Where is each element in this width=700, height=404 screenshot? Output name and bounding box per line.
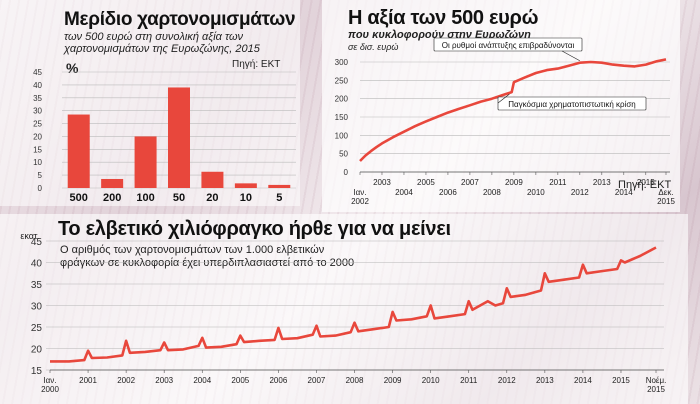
franc-y-tick-label: 15 (31, 366, 43, 377)
bar-y-tick-label: 45 (33, 68, 42, 77)
euro-annotation-box (497, 96, 647, 111)
bar-chart-plot: 0 5 10 15 20 25 30 35 40 45 500 200 100 50 20 10 5 (33, 68, 296, 204)
bar-y-tick-label: 15 (33, 145, 42, 154)
euro-x-tick-label: 2004 (395, 188, 413, 197)
bar-200 (101, 178, 124, 188)
franc-x-tick-label: 2006 (269, 376, 287, 385)
bar-category-label: 20 (206, 192, 218, 204)
euro-y-tick-label: 300 (335, 58, 349, 67)
franc-chart-plot: εκατ. 15 20 25 30 35 40 45 Ιαν.2000 2001 2002 2003 2… (20, 231, 667, 394)
euro-y-tick-label: 150 (335, 113, 349, 122)
franc-y-tick-label: 30 (31, 302, 43, 313)
euro-value-line (359, 58, 667, 162)
euro-x-tick-label: 2006 (439, 188, 457, 197)
bar-chart-source: Πηγή: ΕΚΤ (232, 59, 281, 70)
euro-x-tick-label: 2013 (593, 178, 611, 187)
euro-annotation-crisis: Παγκόσμια χρηματοπιστωτική κρίση (508, 100, 635, 109)
franc-y-tick-label: 25 (31, 323, 43, 334)
franc-y-tick-label: 45 (31, 237, 43, 248)
euro-chart-title: Η αξία των 500 ευρώ (348, 7, 539, 29)
bar-category-label: 10 (240, 192, 252, 204)
franc-x-tick-label: 2015 (647, 385, 665, 394)
bar-y-tick-label: 20 (33, 132, 42, 141)
franc-x-tick-label: 2015 (612, 376, 630, 385)
bar-5 (268, 184, 291, 188)
bar-y-tick-label: 25 (33, 120, 42, 129)
bar-100 (134, 136, 157, 188)
euro-annotation-box (433, 37, 583, 52)
euro-x-tick-label: 2007 (461, 178, 479, 187)
euro-annotation-slowdown: Οι ρυθμοί ανάπτυξης επιβραδύνονται (442, 41, 575, 50)
franc-x-tick-label: Ιαν. (43, 376, 56, 385)
euro-x-tick-label: 2010 (527, 188, 545, 197)
bar-y-tick-label: 30 (33, 107, 42, 116)
euro-y-tick-label: 100 (335, 131, 349, 140)
franc-x-tick-label: 2000 (41, 385, 59, 394)
bar-500 (67, 114, 90, 188)
euro-line-chart-panel: Η αξία των 500 ευρώ που κυκλοφορούν στην… (322, 0, 680, 212)
franc-x-tick-label: 2005 (231, 376, 249, 385)
franc-x-tick-label: 2007 (308, 376, 326, 385)
franc-y-tick-label: 35 (31, 280, 43, 291)
bar-chart-subtitle: των 500 ευρώ στη συνολική αξία των χαρτο… (64, 31, 260, 55)
bar-category-label: 500 (70, 192, 88, 204)
franc-y-tick-label: 40 (31, 259, 43, 270)
franc-x-tick-label: 2010 (422, 376, 440, 385)
franc-x-tick-label: 2009 (384, 376, 402, 385)
euro-x-tick-label: 2015 (657, 197, 675, 206)
euro-x-tick-label: 2002 (351, 197, 369, 206)
euro-x-tick-label: Ιαν. (353, 188, 366, 197)
euro-annotation-pointer (561, 50, 580, 61)
franc-x-tick-label: Νοέμ. (646, 376, 667, 385)
euro-y-tick-label: 0 (344, 168, 349, 177)
franc-x-tick-label: 2012 (498, 376, 516, 385)
bar-y-tick-label: 5 (38, 171, 43, 180)
euro-y-tick-label: 200 (335, 95, 349, 104)
franc-x-tick-label: 2002 (117, 376, 135, 385)
bar-y-tick-label: 35 (33, 94, 42, 103)
franc-value-line (50, 246, 657, 363)
franc-y-unit: εκατ. (20, 231, 40, 241)
bar-chart-title: Μερίδιο χαρτονομισμάτων (64, 9, 296, 30)
euro-x-tick-label: 2014 (615, 188, 633, 197)
euro-x-tick-label: 2003 (373, 178, 391, 187)
euro-chart-plot: 0 50 100 150 200 250 300 Ιαν.2002 2003 2004 2005 20… (335, 37, 675, 206)
euro-x-tick-label: 2008 (483, 188, 501, 197)
franc-x-tick-label: 2001 (79, 376, 97, 385)
franc-line-chart-panel: Το ελβετικό χιλιόφραγκο ήρθε για να μείν… (0, 214, 688, 404)
bar-50 (168, 87, 190, 188)
euro-x-tick-label: 2011 (549, 178, 567, 187)
bar-category-label: 5 (276, 192, 282, 204)
bar-y-tick-label: 40 (33, 81, 42, 90)
euro-x-tick-label: 2005 (417, 178, 435, 187)
franc-x-tick-label: 2011 (460, 376, 478, 385)
bar-y-tick-label: 10 (33, 158, 42, 167)
franc-x-tick-label: 2004 (193, 376, 211, 385)
franc-x-tick-label: 2013 (536, 376, 554, 385)
euro-chart-unit: σε δισ. ευρώ (348, 42, 399, 52)
euro-x-tick-label: 2015 (637, 178, 655, 187)
franc-x-tick-label: 2003 (155, 376, 173, 385)
bar-category-label: 50 (173, 192, 185, 204)
euro-chart-source: Πηγή: ΕΚΤ (618, 179, 672, 191)
euro-x-tick-label: 2012 (571, 188, 589, 197)
euro-x-tick-label: 2009 (505, 178, 523, 187)
bar-chart-panel: Μερίδιο χαρτονομισμάτων των 500 ευρώ στη… (0, 0, 300, 206)
franc-y-tick-label: 20 (31, 345, 43, 356)
bar-category-label: 100 (136, 192, 154, 204)
euro-y-tick-label: 250 (335, 76, 349, 85)
bar-category-label: 200 (103, 192, 121, 204)
bar-20 (201, 171, 224, 188)
bar-y-tick-label: 0 (38, 184, 43, 193)
bar-10 (234, 183, 257, 188)
franc-x-tick-label: 2008 (346, 376, 364, 385)
franc-chart-subtitle: Ο αριθμός των χαρτονομισμάτων των 1.000 … (60, 244, 355, 269)
franc-chart-title: Το ελβετικό χιλιόφραγκο ήρθε για να μείν… (58, 218, 451, 240)
euro-annotation-pointer (497, 93, 510, 104)
euro-x-tick-label: Δεκ. (658, 188, 673, 197)
euro-y-tick-label: 50 (339, 150, 348, 159)
franc-x-tick-label: 2014 (574, 376, 592, 385)
